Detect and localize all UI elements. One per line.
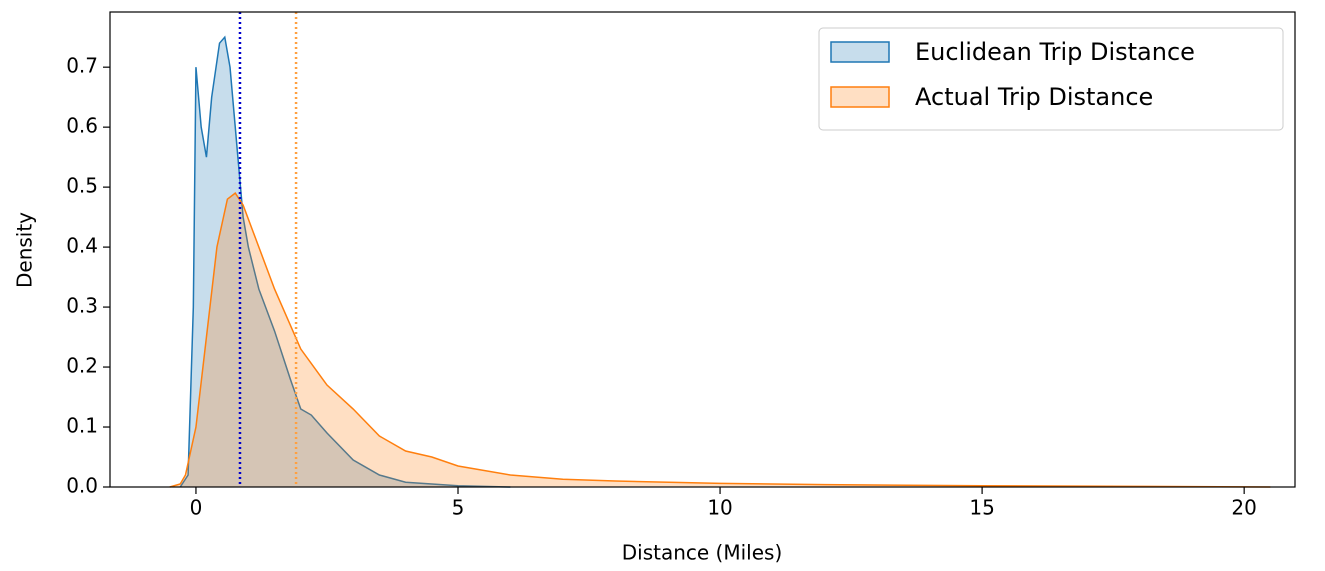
legend-label: Actual Trip Distance	[915, 83, 1153, 111]
x-axis-label: Distance (Miles)	[622, 541, 783, 565]
x-tick-label: 15	[969, 496, 994, 520]
y-axis-label: Density	[13, 212, 37, 288]
legend-box	[818, 27, 1284, 131]
x-tick-label: 10	[707, 496, 732, 520]
y-tick-label: 0.3	[66, 294, 98, 318]
legend-swatch	[830, 41, 890, 63]
x-tick-label: 20	[1231, 496, 1256, 520]
kde-fill	[180, 37, 511, 487]
y-tick-label: 0.4	[66, 234, 98, 258]
y-tick-label: 0.7	[66, 54, 98, 78]
kde-fill	[169, 193, 1271, 488]
legend-label: Euclidean Trip Distance	[915, 38, 1195, 66]
y-tick-label: 0.6	[66, 114, 98, 138]
y-tick-label: 0.2	[66, 354, 98, 378]
y-tick-label: 0.5	[66, 174, 98, 198]
plot-frame	[109, 11, 1296, 488]
x-tick-label: 0	[190, 496, 203, 520]
legend-swatch	[830, 86, 890, 108]
kde-line	[169, 192, 1271, 488]
kde-line	[179, 35, 511, 488]
y-tick-label: 0.1	[66, 414, 98, 438]
x-tick-label: 5	[452, 496, 465, 520]
y-tick-label: 0.0	[66, 474, 98, 498]
